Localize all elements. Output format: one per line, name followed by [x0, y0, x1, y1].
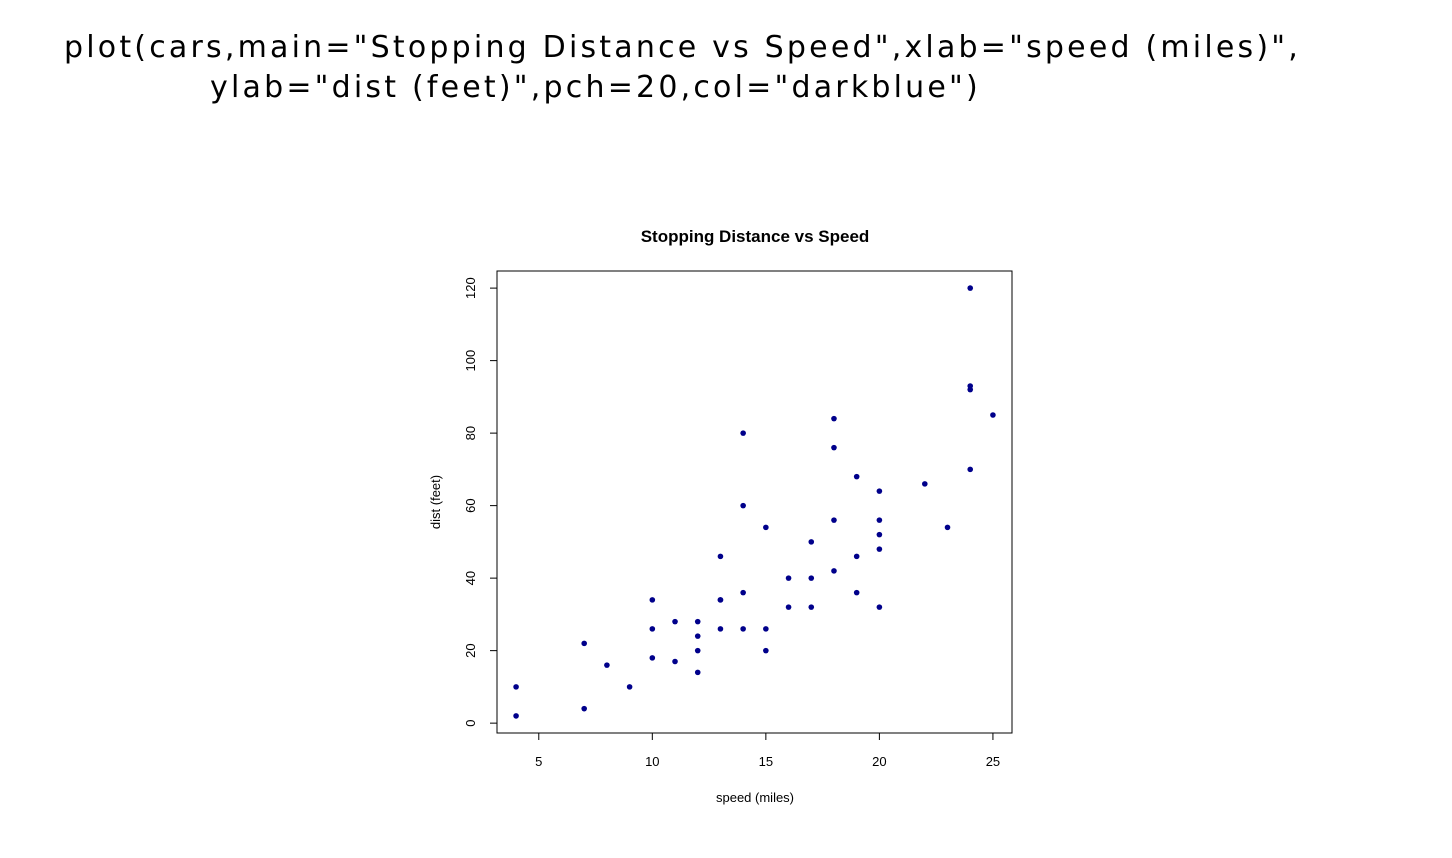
- data-point: [694, 618, 701, 625]
- data-point: [649, 597, 656, 603]
- data-point: [694, 633, 701, 639]
- x-axis-label: speed (miles): [716, 790, 794, 805]
- data-point: [763, 626, 769, 632]
- data-point: [785, 575, 792, 581]
- data-point: [649, 626, 656, 632]
- data-point: [831, 415, 837, 422]
- plot-frame: [496, 270, 1013, 734]
- data-point: [967, 466, 974, 473]
- data-point: [740, 430, 746, 436]
- y-tick-label: 60: [463, 498, 478, 512]
- data-point: [717, 597, 724, 603]
- data-point: [626, 684, 633, 690]
- data-point: [853, 553, 860, 560]
- data-point: [740, 589, 746, 596]
- data-point: [672, 618, 678, 625]
- y-tick-label: 0: [463, 720, 478, 727]
- data-point: [831, 568, 837, 574]
- data-point: [808, 604, 815, 610]
- data-point: [785, 604, 792, 610]
- data-point: [694, 669, 701, 676]
- data-point: [831, 517, 837, 523]
- data-point: [808, 575, 815, 581]
- data-point: [604, 662, 610, 668]
- y-tick-label: 80: [463, 426, 478, 440]
- data-point: [876, 488, 883, 494]
- data-point: [853, 589, 860, 596]
- data-point: [853, 473, 860, 480]
- data-point: [831, 444, 837, 451]
- data-point: [717, 626, 724, 632]
- y-tick-label: 100: [463, 350, 478, 372]
- data-point: [581, 705, 587, 712]
- data-point: [649, 655, 656, 661]
- x-tick-label: 15: [759, 754, 773, 769]
- code-line-2: ylab="dist (feet)",pch=20,col="darkblue"…: [210, 70, 981, 105]
- data-point: [808, 539, 815, 545]
- data-point: [513, 713, 519, 719]
- data-point: [740, 502, 746, 509]
- y-axis-label: dist (feet): [428, 475, 443, 529]
- data-point: [740, 626, 746, 632]
- data-point: [922, 481, 928, 487]
- data-point: [763, 524, 769, 531]
- data-point: [967, 285, 974, 291]
- data-points: [513, 285, 996, 719]
- data-point: [513, 684, 519, 690]
- data-point: [876, 604, 883, 610]
- data-point: [876, 517, 883, 523]
- y-axis: 0 20 40 60 80 100 120: [463, 277, 498, 727]
- y-tick-label: 40: [463, 571, 478, 585]
- x-tick-label: 20: [872, 754, 886, 769]
- data-point: [694, 647, 701, 654]
- data-point: [967, 383, 974, 389]
- y-tick-label: 120: [463, 277, 478, 299]
- data-point: [944, 524, 951, 531]
- x-tick-label: 5: [535, 754, 542, 769]
- y-tick-label: 20: [463, 643, 478, 657]
- chart-title: Stopping Distance vs Speed: [641, 227, 870, 246]
- code-caption: plot(cars,main="Stopping Distance vs Spe…: [64, 28, 1301, 108]
- data-point: [876, 546, 883, 552]
- x-axis: 5 10 15 20 25: [535, 732, 1000, 769]
- code-line-1: plot(cars,main="Stopping Distance vs Spe…: [64, 30, 1301, 65]
- data-point: [763, 647, 769, 654]
- data-point: [990, 412, 996, 418]
- data-point: [876, 531, 883, 538]
- data-point: [717, 553, 724, 560]
- x-tick-label: 25: [986, 754, 1000, 769]
- x-tick-label: 10: [645, 754, 659, 769]
- data-point: [672, 658, 678, 665]
- data-point: [581, 640, 587, 647]
